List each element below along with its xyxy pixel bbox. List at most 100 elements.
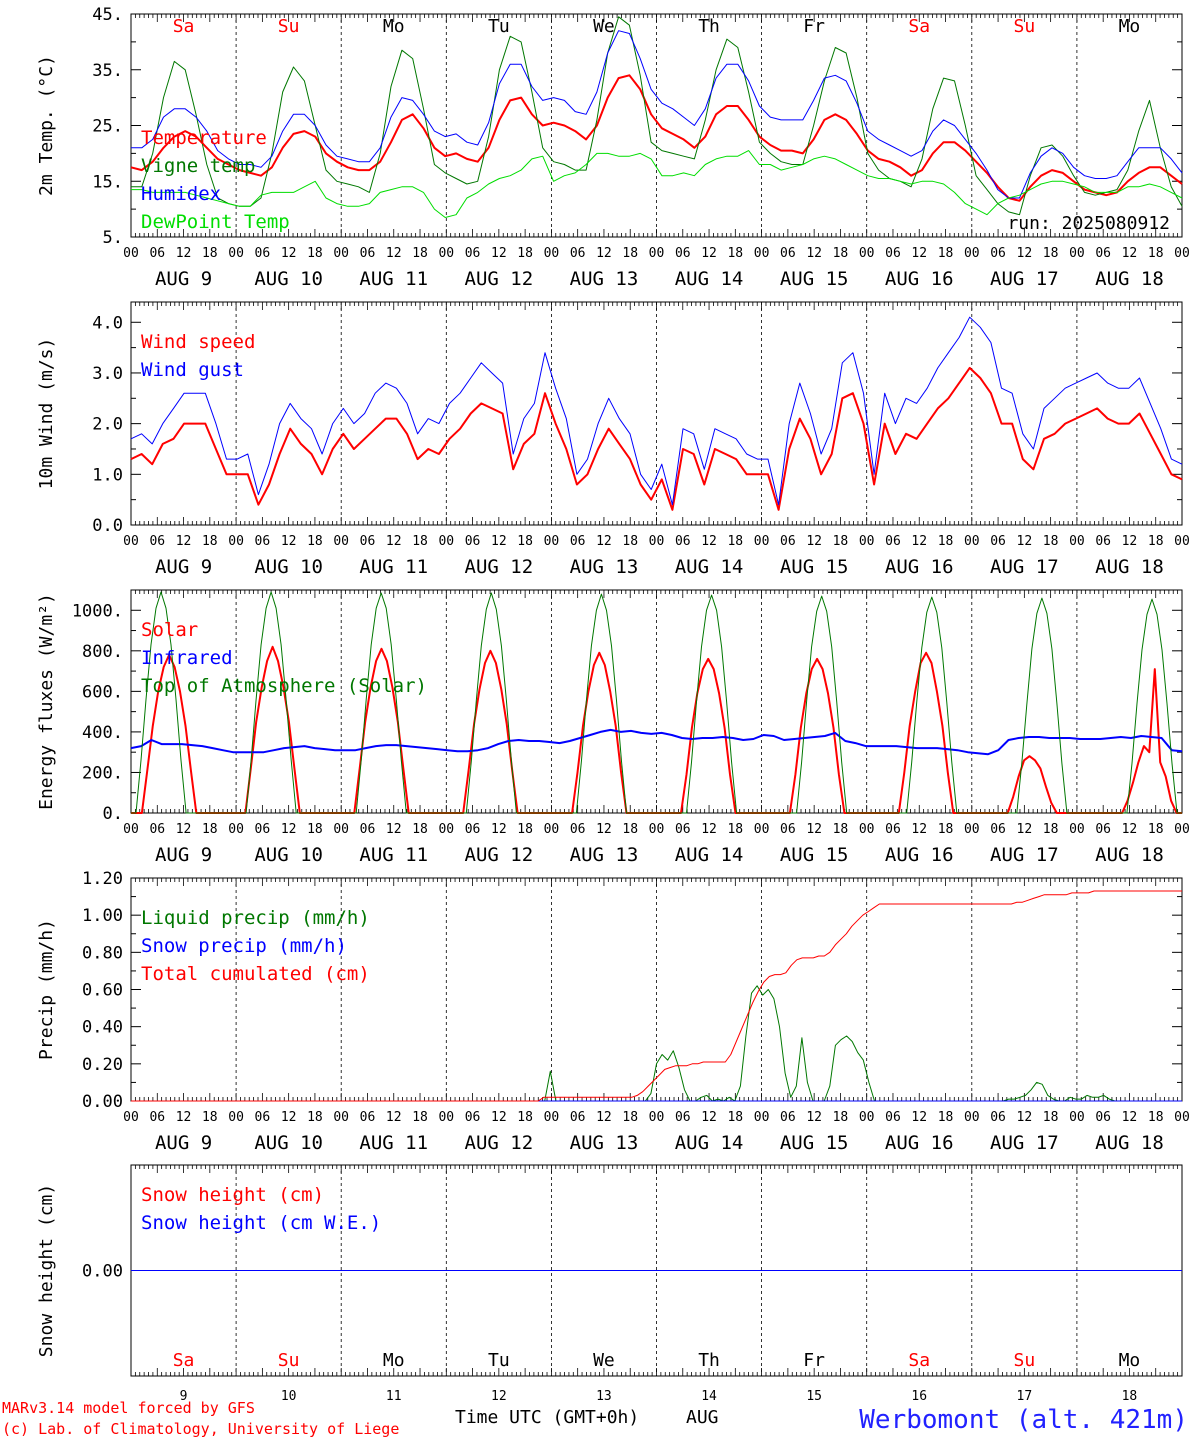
legend-entry: Solar — [141, 619, 198, 641]
y-axis-title: Energy fluxes (W/m²) — [36, 593, 57, 810]
day-date-label: AUG 12 — [465, 268, 534, 290]
panel-5: 0.00 Snow height (cm) Sa Su Mo Tu We Th Fr Sa Su Mo… — [36, 1164, 1183, 1404]
day-name: Fr — [803, 1350, 825, 1371]
y-axis-title: Precip (mm/h) — [36, 919, 57, 1060]
day-date-label: AUG 12 — [465, 844, 534, 866]
month-label: AUG — [686, 1407, 719, 1428]
hour-label: 00 — [1069, 822, 1085, 837]
day-date-label: AUG 14 — [675, 268, 744, 290]
hour-label: 00 — [333, 1110, 349, 1125]
day-date-label: AUG 18 — [1095, 844, 1164, 866]
hour-label: 12 — [386, 534, 402, 549]
hour-label: 18 — [938, 534, 954, 549]
day-name: Mo — [1119, 16, 1141, 37]
day-date-label: AUG 9 — [155, 268, 212, 290]
legend-entry: Total cumulated (cm) — [141, 963, 370, 985]
hour-label: 12 — [1017, 822, 1033, 837]
hour-label: 12 — [806, 246, 822, 261]
y-tick-label: 25. — [92, 117, 123, 137]
legend-entry: Vigne temp — [141, 155, 255, 177]
hour-label: 18 — [412, 1110, 428, 1125]
hour-label: 00 — [438, 246, 454, 261]
y-tick-label: 1.20 — [82, 869, 123, 889]
day-date-label: AUG 15 — [780, 268, 849, 290]
hour-label: 18 — [938, 822, 954, 837]
hour-label: 12 — [1122, 246, 1138, 261]
day-date-label: AUG 13 — [570, 556, 639, 578]
hour-label: 06 — [885, 1110, 901, 1125]
day-number: 14 — [701, 1389, 717, 1404]
hour-label: 00 — [228, 1110, 244, 1125]
hour-label: 06 — [990, 246, 1006, 261]
hour-label: 12 — [281, 534, 297, 549]
y-tick-label: 1.0 — [92, 465, 123, 485]
lab-credit: (c) Lab. of Climatology, University of L… — [2, 1420, 399, 1438]
hour-label: 18 — [727, 534, 743, 549]
hour-label: 18 — [622, 246, 638, 261]
hour-label: 06 — [255, 1110, 271, 1125]
hour-label: 18 — [412, 246, 428, 261]
hour-label: 12 — [596, 822, 612, 837]
panel-1: 5. 15. 25. 35. 45. 2m Temp. (°C) Sa Su Mo Tu We Th F… — [36, 5, 1190, 290]
series-line-infrared — [130, 728, 1183, 756]
legend-entry: Infrared — [141, 647, 233, 669]
hour-label: 06 — [149, 246, 165, 261]
hour-label: 12 — [911, 246, 927, 261]
day-date-label: AUG 18 — [1095, 556, 1164, 578]
hour-label: 00 — [1069, 1110, 1085, 1125]
hour-label: 18 — [202, 1110, 218, 1125]
hour-label: 12 — [596, 246, 612, 261]
hour-label: 00 — [123, 822, 139, 837]
y-tick-label: 600. — [82, 682, 123, 702]
hour-label: 00 — [438, 1110, 454, 1125]
hour-label: 18 — [833, 534, 849, 549]
day-name: Th — [698, 1350, 720, 1371]
hour-label: 06 — [465, 1110, 481, 1125]
hour-label: 06 — [570, 1110, 586, 1125]
hour-label: 12 — [1017, 534, 1033, 549]
hour-label: 00 — [964, 822, 980, 837]
legend-entry: Wind speed — [141, 331, 255, 353]
hour-label: 06 — [780, 822, 796, 837]
hour-label: 12 — [596, 534, 612, 549]
day-name: Th — [698, 16, 720, 37]
hour-ticks — [130, 14, 1183, 237]
hour-label: 00 — [1069, 246, 1085, 261]
hour-label: 00 — [544, 246, 560, 261]
day-date-label: AUG 14 — [675, 556, 744, 578]
day-date-label: AUG 11 — [359, 1132, 428, 1154]
hour-label: 00 — [649, 246, 665, 261]
hour-label: 00 — [649, 534, 665, 549]
y-tick-label: 0.00 — [82, 1262, 123, 1282]
hour-label: 18 — [412, 534, 428, 549]
hour-label: 00 — [228, 534, 244, 549]
hour-label: 18 — [1043, 822, 1059, 837]
hour-label: 00 — [228, 246, 244, 261]
day-date-label: AUG 10 — [254, 844, 323, 866]
hour-label: 12 — [176, 1110, 192, 1125]
series-line-humidex — [131, 30, 1183, 199]
series-line-total-cumulated-cm- — [131, 890, 1182, 1102]
day-name: We — [593, 1350, 615, 1371]
hour-label: 12 — [701, 822, 717, 837]
hour-label: 06 — [1095, 822, 1111, 837]
panel-3: 0. 200. 400. 600. 800. 1000. Energy fluxes (W/… — [36, 589, 1190, 866]
y-tick-label: 1000. — [72, 601, 123, 621]
panel-4: 0.00 0.20 0.40 0.60 0.80 1.00 1.20 Precip (mm/h… — [36, 869, 1190, 1154]
legend-entry: Liquid precip (mm/h) — [141, 907, 370, 929]
hour-label: 06 — [360, 534, 376, 549]
hour-label: 06 — [885, 822, 901, 837]
hour-label: 06 — [255, 246, 271, 261]
day-date-label: AUG 18 — [1095, 1132, 1164, 1154]
y-tick-label: 45. — [92, 5, 123, 25]
hour-label: 18 — [1148, 1110, 1164, 1125]
hour-label: 06 — [360, 246, 376, 261]
day-name: Mo — [383, 16, 405, 37]
hour-label: 12 — [701, 534, 717, 549]
day-date-label: AUG 13 — [570, 1132, 639, 1154]
legend-entry: Wind gust — [141, 359, 244, 381]
hour-label: 18 — [622, 1110, 638, 1125]
day-date-label: AUG 14 — [675, 1132, 744, 1154]
y-tick-label: 4.0 — [92, 313, 123, 333]
hour-label: 00 — [859, 1110, 875, 1125]
